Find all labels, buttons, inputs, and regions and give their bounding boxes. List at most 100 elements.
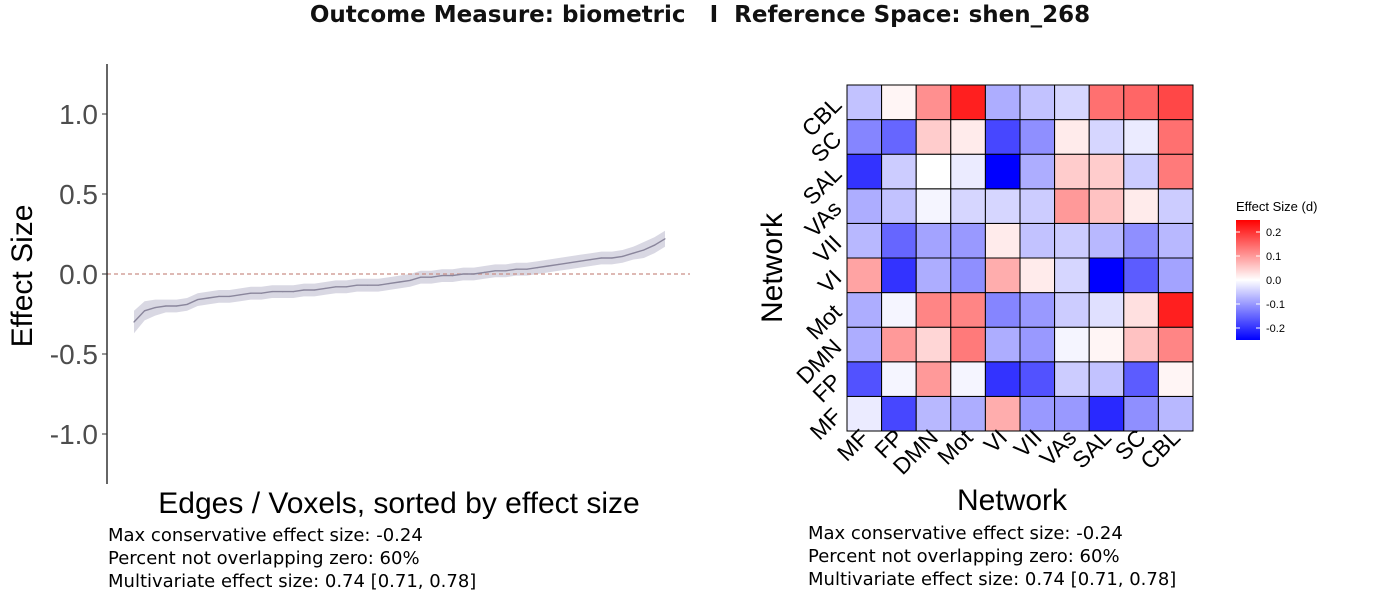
effect-size-point — [526, 268, 528, 270]
effect-size-point — [568, 262, 571, 264]
heatmap-cell — [1157, 222, 1194, 259]
heatmap-cell — [984, 119, 1021, 155]
effect-size-point — [473, 273, 475, 275]
heatmap-cell — [846, 292, 883, 328]
heatmap-cell — [1123, 292, 1159, 328]
left-caption: Max conservative effect size: -0.24 Perc… — [108, 524, 476, 593]
heatmap-cell — [1088, 222, 1125, 259]
effect-size-point — [420, 276, 422, 278]
effect-size-point — [260, 292, 262, 294]
heatmap-cell — [1123, 361, 1159, 397]
heatmap-cell — [984, 292, 1021, 328]
legend-tick-label: -0.2 — [1266, 323, 1285, 335]
heatmap-cell — [1019, 395, 1056, 432]
heatmap-cell — [1157, 119, 1194, 155]
heatmap-cell — [950, 395, 986, 432]
heatmap-cell — [846, 326, 883, 363]
effect-size-point — [229, 295, 231, 297]
heatmap-cell — [984, 153, 1021, 190]
effect-size-point — [197, 299, 199, 301]
heatmap-cell — [1088, 292, 1125, 328]
heatmap-cell — [1123, 119, 1159, 155]
effect-size-point — [356, 284, 358, 286]
heatmap-cell — [1123, 188, 1159, 224]
heatmap-y-label: CBL — [797, 91, 847, 141]
heatmap-cell — [1123, 326, 1159, 363]
heatmap-cell — [846, 257, 883, 294]
heatmap-cell — [1157, 395, 1194, 432]
heatmap-cell — [1054, 395, 1090, 432]
heatmap-cell — [1157, 84, 1194, 121]
heatmap-cell — [1054, 326, 1090, 363]
effect-size-point — [367, 284, 369, 286]
effect-size-point — [282, 291, 284, 293]
heatmap-cell — [846, 119, 883, 155]
heatmap-cell — [881, 153, 917, 190]
effect-size-point — [590, 259, 592, 261]
heatmap-cell — [1019, 84, 1056, 121]
effect-size-point — [154, 307, 156, 309]
heatmap-cell — [1088, 188, 1125, 224]
effect-size-point — [324, 287, 326, 289]
heatmap-cell — [1088, 395, 1125, 432]
heatmap-y-label: Mot — [801, 299, 847, 345]
heatmap-cell — [1123, 395, 1159, 432]
effect-size-point — [621, 255, 624, 257]
heatmap-cell — [1157, 292, 1194, 328]
heatmap-cell — [950, 84, 986, 121]
legend-tick-label: 0.2 — [1266, 227, 1281, 239]
heatmap-cell — [1019, 292, 1056, 328]
heatmap-cell — [881, 395, 917, 432]
heatmap-x-axis-title: Network — [957, 484, 1068, 517]
heatmap-cell — [1019, 119, 1056, 155]
heatmap-y-label: SAL — [797, 161, 846, 210]
effect-size-point — [441, 275, 443, 277]
heatmap-cell — [915, 188, 952, 224]
heatmap-cell — [1054, 361, 1090, 397]
heatmap-cell — [881, 292, 917, 328]
effect-size-point — [611, 257, 613, 259]
heatmap-cell — [1157, 326, 1194, 363]
heatmap-cell — [846, 84, 883, 121]
heatmap-cell — [984, 361, 1021, 397]
right-caption-line: Percent not overlapping zero: 60% — [808, 546, 1120, 567]
heatmap-cell — [984, 222, 1021, 259]
right-caption-line: Multivariate effect size: 0.74 [0.71, 0.… — [808, 569, 1177, 590]
effect-size-point — [388, 283, 390, 285]
y-axis-title: Effect Size — [6, 205, 39, 348]
heatmap-cell — [1019, 188, 1056, 224]
heatmap-cell — [881, 326, 917, 363]
effect-size-point — [207, 297, 209, 299]
heatmap-cell — [881, 84, 917, 121]
heatmap-x-label: CBL — [1135, 424, 1185, 474]
effect-size-point — [452, 275, 454, 277]
effect-size-point — [239, 294, 241, 296]
effect-size-point — [175, 305, 178, 307]
heatmap-cell — [984, 188, 1021, 224]
heatmap-cell — [984, 84, 1021, 121]
left-caption-line: Multivariate effect size: 0.74 [0.71, 0.… — [108, 571, 477, 592]
heatmap-cell — [1088, 361, 1125, 397]
left-caption-line: Max conservative effect size: -0.24 — [108, 525, 423, 546]
heatmap-cell — [915, 257, 952, 294]
heatmap-cell — [1123, 153, 1159, 190]
heatmap-cell — [950, 292, 986, 328]
effect-size-point — [643, 249, 645, 251]
heatmap-cell — [1157, 153, 1194, 190]
y-tick-label: 0.0 — [59, 259, 98, 290]
heatmap-cell — [1019, 257, 1056, 294]
heatmap-cell — [950, 153, 986, 190]
heatmap-cell — [950, 222, 986, 259]
heatmap-cell — [1157, 257, 1194, 294]
effect-size-point — [165, 305, 167, 307]
heatmap-cell — [915, 326, 952, 363]
effect-size-point — [313, 289, 316, 291]
legend-title: Effect Size (d) — [1236, 199, 1317, 214]
heatmap-cell — [846, 153, 883, 190]
effect-size-point — [547, 265, 549, 267]
effect-size-point — [515, 268, 517, 270]
effect-size-point — [186, 303, 188, 305]
heatmap-cell — [950, 361, 986, 397]
effect-size-point — [271, 291, 273, 293]
